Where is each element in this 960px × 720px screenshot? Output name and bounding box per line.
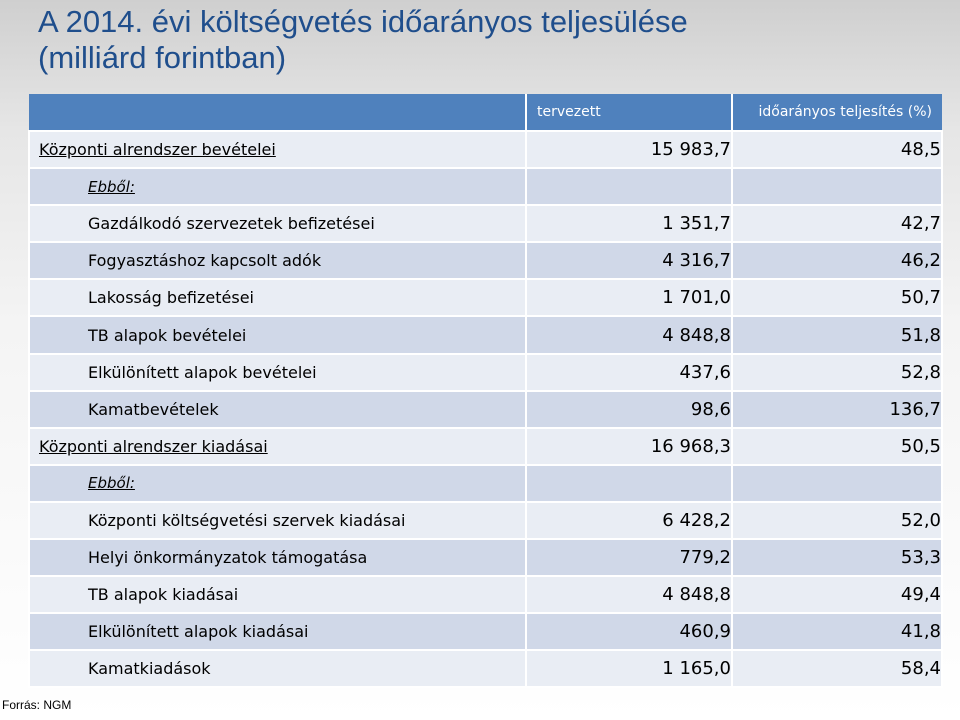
row-percent-value: 52,0 [731, 500, 943, 541]
row-planned-value: 1 701,0 [525, 278, 733, 318]
row-planned-value: 6 428,2 [525, 500, 733, 541]
table-row: TB alapok bevételei 4 848,8 51,8 [28, 315, 943, 355]
table-row: Kamatbevételek 98,6 136,7 [28, 389, 943, 429]
source-note: Forrás: NGM [2, 698, 72, 712]
row-category-label: Központi alrendszer bevételei [28, 129, 527, 170]
title-line-2: (milliárd forintban) [38, 40, 287, 75]
row-percent-value [731, 463, 943, 503]
table-row: Központi alrendszer bevételei 15 983,7 48,… [28, 129, 943, 170]
table-row: Helyi önkormányzatok támogatása 779,2 53,3 [28, 538, 943, 578]
table-row: TB alapok kiadásai 4 848,8 49,4 [28, 575, 943, 615]
table-row: Kamatkiadások 1 165,0 58,4 [28, 649, 943, 689]
row-percent-value: 42,7 [731, 204, 943, 244]
row-planned-value: 779,2 [525, 538, 733, 578]
header-percent: időarányos teljesítés (%) [731, 94, 942, 132]
row-item-label: Elkülönített alapok bevételei [28, 352, 527, 392]
table-row: Elkülönített alapok kiadásai 460,9 41,8 [28, 612, 943, 652]
row-category-label: Központi alrendszer kiadásai [28, 426, 527, 466]
row-item-label: Kamatbevételek [28, 389, 527, 429]
row-note-label: Ebből: [28, 167, 527, 207]
row-planned-value: 4 848,8 [525, 575, 733, 615]
table-row: Ebből: [28, 167, 943, 207]
header-planned: tervezett [525, 94, 732, 132]
row-planned-value: 1 165,0 [525, 649, 733, 689]
row-planned-value: 460,9 [525, 612, 733, 652]
row-item-label: TB alapok kiadásai [28, 575, 527, 615]
row-item-label: TB alapok bevételei [28, 315, 527, 355]
row-percent-value: 51,8 [731, 315, 943, 355]
table-row: Gazdálkodó szervezetek befizetései 1 351,… [28, 204, 943, 244]
row-percent-value: 46,2 [731, 241, 943, 281]
row-percent-value: 49,4 [731, 575, 943, 615]
row-percent-value: 50,7 [731, 278, 943, 318]
row-planned-value: 4 316,7 [525, 241, 733, 281]
row-item-label: Lakosság befizetései [28, 278, 527, 318]
row-item-label: Fogyasztáshoz kapcsolt adók [28, 241, 527, 281]
row-item-label: Központi költségvetési szervek kiadásai [28, 500, 527, 541]
row-planned-value: 15 983,7 [525, 129, 733, 170]
page-title: A 2014. évi költségvetés időarányos telj… [38, 4, 688, 76]
row-item-label: Helyi önkormányzatok támogatása [28, 538, 527, 578]
table-row: Elkülönített alapok bevételei 437,6 52,8 [28, 352, 943, 392]
table-row: Fogyasztáshoz kapcsolt adók 4 316,7 46,2 [28, 241, 943, 281]
row-planned-value [525, 167, 733, 207]
table-header-row: tervezett időarányos teljesítés (%) [29, 94, 942, 132]
row-planned-value: 4 848,8 [525, 315, 733, 355]
table-row: Központi alrendszer kiadásai 16 968,3 50,5 [28, 426, 943, 466]
row-planned-value: 1 351,7 [525, 204, 733, 244]
title-line-1: A 2014. évi költségvetés időarányos telj… [38, 4, 688, 39]
row-planned-value [525, 463, 733, 503]
row-percent-value: 58,4 [731, 649, 943, 689]
row-planned-value: 437,6 [525, 352, 733, 392]
row-planned-value: 98,6 [525, 389, 733, 429]
table-row: Lakosság befizetései 1 701,0 50,7 [28, 278, 943, 318]
row-percent-value: 48,5 [731, 129, 943, 170]
table-body: Központi alrendszer bevételei 15 983,7 48,… [28, 129, 943, 689]
row-note-label: Ebből: [28, 463, 527, 503]
row-percent-value [731, 167, 943, 207]
header-label-column [29, 94, 526, 132]
row-percent-value: 52,8 [731, 352, 943, 392]
row-item-label: Gazdálkodó szervezetek befizetései [28, 204, 527, 244]
budget-table: tervezett időarányos teljesítés (%) Közp… [28, 94, 943, 689]
table-row: Központi költségvetési szervek kiadásai 6… [28, 500, 943, 541]
row-item-label: Elkülönített alapok kiadásai [28, 612, 527, 652]
row-planned-value: 16 968,3 [525, 426, 733, 466]
row-percent-value: 41,8 [731, 612, 943, 652]
row-percent-value: 136,7 [731, 389, 943, 429]
row-item-label: Kamatkiadások [28, 649, 527, 689]
row-percent-value: 53,3 [731, 538, 943, 578]
table-row: Ebből: [28, 463, 943, 503]
row-percent-value: 50,5 [731, 426, 943, 466]
